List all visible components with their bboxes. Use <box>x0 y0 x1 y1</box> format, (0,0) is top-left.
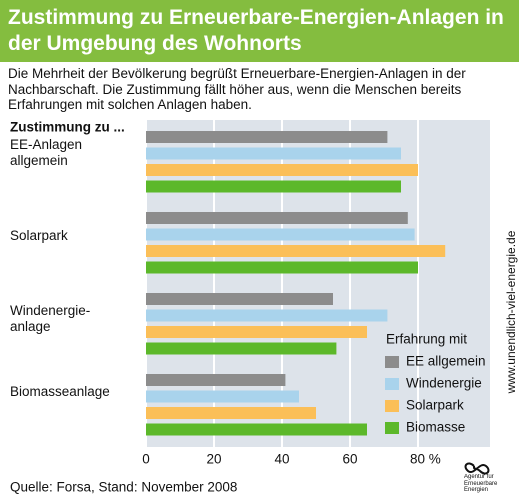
logo-icon <box>464 462 490 475</box>
side-text: www.unendlich-viel-energie.de <box>504 230 518 394</box>
x-tick-label: 20 <box>206 452 221 467</box>
bar <box>146 164 418 176</box>
legend-swatch <box>385 356 399 368</box>
bar <box>146 180 401 193</box>
legend-title: Erfahrung mit <box>386 332 467 347</box>
bar <box>146 245 446 257</box>
subtitle: Die Mehrheit der Bevölkerung begrüßt Ern… <box>8 66 466 112</box>
bar <box>146 407 316 419</box>
category-label: Windenergie-anlage <box>10 303 91 334</box>
legend-swatch <box>385 422 399 434</box>
legend-swatch <box>385 400 399 412</box>
category-label: Biomasseanlage <box>10 384 110 399</box>
logo: Agentur für Erneuerbare Energien <box>456 458 512 496</box>
bar <box>146 293 333 305</box>
bar <box>146 309 388 322</box>
legend-swatch <box>385 378 399 390</box>
bar <box>146 261 418 274</box>
bar <box>146 147 401 160</box>
legend-label: Solarpark <box>406 398 464 413</box>
x-tick-label: 0 <box>142 452 150 467</box>
legend-label: Biomasse <box>406 420 465 435</box>
bar <box>146 374 286 386</box>
x-tick-label: 40 <box>274 452 289 467</box>
category-label: EE-Anlagen allgemein <box>10 137 83 168</box>
source: Quelle: Forsa, Stand: November 2008 <box>10 480 237 495</box>
logo-text: Agentur für Erneuerbare Energien <box>464 474 498 493</box>
bar <box>146 228 415 241</box>
category-label: Solarpark <box>10 228 68 243</box>
bar <box>146 131 388 143</box>
bar <box>146 390 299 403</box>
bar <box>146 326 367 338</box>
x-tick-label: 80 % <box>410 452 441 467</box>
legend-label: Windenergie <box>406 376 482 391</box>
chart-title: Zustimmung zu Erneuerbare-Energien-Anlag… <box>0 0 519 62</box>
legend-label: EE allgemein <box>406 354 486 369</box>
bar <box>146 342 337 355</box>
bar <box>146 423 367 436</box>
x-tick-label: 60 <box>342 452 357 467</box>
bar <box>146 212 408 224</box>
y-axis-label: Zustimmung zu ... <box>10 120 125 135</box>
